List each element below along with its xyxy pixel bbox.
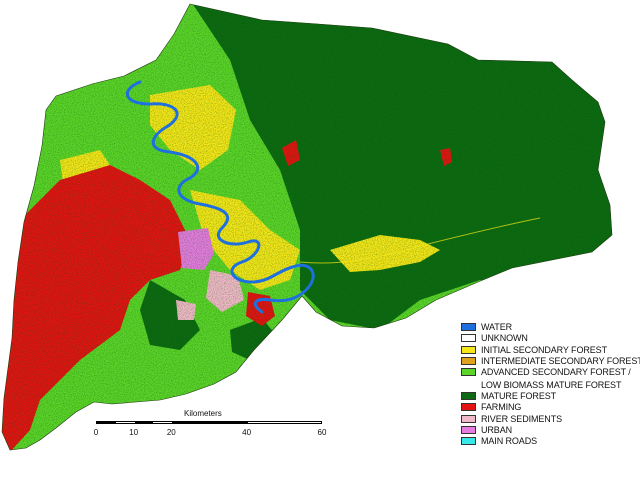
- legend-item-initial-secondary-forest: INITIAL SECONDARY FOREST: [457, 345, 637, 356]
- scale-bar: Kilometers 0 10 20 40 60: [92, 409, 328, 440]
- legend-label-line2: LOW BIOMASS MATURE FOREST: [481, 380, 622, 391]
- legend-label: URBAN: [481, 425, 513, 436]
- scale-tick: 10: [129, 428, 139, 437]
- legend-swatch: [461, 368, 476, 377]
- legend-label: MATURE FOREST: [481, 391, 557, 402]
- legend-item-river-sediments: RIVER SEDIMENTS: [457, 414, 637, 425]
- scale-tick: 0: [93, 428, 99, 437]
- legend-swatch: [461, 356, 476, 365]
- legend-swatch: [461, 323, 476, 331]
- legend-item-water: WATER: [457, 322, 637, 333]
- scale-bar-title: Kilometers: [184, 409, 222, 418]
- legend-label: RIVER SEDIMENTS: [481, 413, 563, 424]
- legend-label: MAIN ROADS: [481, 436, 538, 447]
- legend-label: ADVANCED SECONDARY FOREST / LOW BIOMASS …: [481, 367, 631, 390]
- legend-swatch: [461, 334, 476, 343]
- legend-label: UNKNOWN: [481, 333, 528, 344]
- scale-tick: 60: [317, 428, 327, 437]
- legend-item-farming: FARMING: [457, 402, 637, 413]
- legend-label: WATER: [481, 322, 512, 332]
- legend-label: FARMING: [481, 402, 522, 413]
- legend-item-main-roads: MAIN ROADS: [457, 436, 637, 447]
- legend-swatch: [461, 345, 476, 354]
- legend-item-intermediate-secondary-forest: INTERMEDIATE SECONDARY FOREST: [457, 355, 640, 367]
- legend-label: INITIAL SECONDARY FOREST: [481, 344, 607, 355]
- scale-tick: 20: [166, 428, 176, 437]
- legend-label: INTERMEDIATE SECONDARY FOREST: [481, 355, 640, 366]
- map-legend: WATER UNKNOWN INITIAL SECONDARY FOREST I…: [457, 322, 640, 448]
- legend-label-line1: ADVANCED SECONDARY FOREST /: [481, 367, 631, 378]
- scale-tick: 40: [242, 428, 252, 437]
- legend-item-urban: URBAN: [457, 425, 637, 436]
- legend-swatch: [461, 414, 476, 423]
- region-outline: [1, 3, 613, 451]
- legend-item-unknown: UNKNOWN: [457, 333, 637, 344]
- legend-item-mature-forest: MATURE FOREST: [457, 391, 637, 402]
- legend-swatch: [461, 392, 476, 401]
- legend-swatch: [461, 437, 476, 446]
- legend-swatch: [461, 426, 476, 435]
- legend-item-advanced-secondary-forest: ADVANCED SECONDARY FOREST / LOW BIOMASS …: [457, 367, 637, 391]
- legend-swatch: [461, 403, 476, 412]
- scale-bar-graphic: [96, 421, 322, 424]
